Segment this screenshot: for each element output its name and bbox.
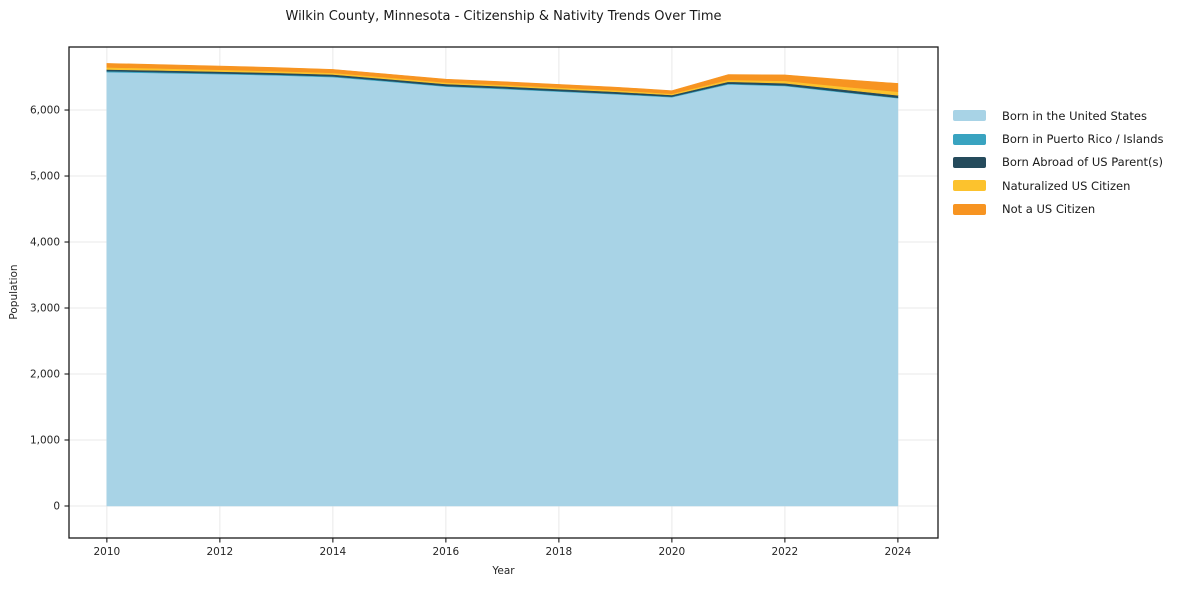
- legend-item-2: Born in Puerto Rico / Islands: [953, 127, 1164, 150]
- legend-swatch: [953, 156, 986, 168]
- x-tick-label: 2018: [546, 546, 573, 558]
- legend-label: Born in the United States: [1002, 108, 1147, 123]
- legend-swatch: [953, 110, 986, 122]
- x-axis-label: Year: [492, 565, 515, 577]
- y-tick-label: 5,000: [30, 171, 60, 183]
- x-tick-label: 2022: [772, 546, 799, 558]
- y-tick-label: 3,000: [30, 303, 60, 315]
- plot-border: [68, 46, 939, 539]
- y-tick-label: 2,000: [30, 369, 60, 381]
- legend-label: Not a US Citizen: [1002, 202, 1096, 217]
- legend-item-1: Born in the United States: [953, 104, 1164, 127]
- x-tick-label: 2010: [93, 546, 120, 558]
- area-series-5: [106, 63, 899, 94]
- y-tick-label: 0: [53, 501, 60, 513]
- area-series-1: [106, 71, 899, 507]
- legend-swatch: [953, 133, 986, 145]
- y-axis-label: Population: [8, 264, 20, 320]
- y-tick-label: 1,000: [30, 435, 60, 447]
- legend: Born in the United States Born in Puerto …: [953, 104, 1164, 221]
- y-tick-label: 4,000: [30, 237, 60, 249]
- legend-item-3: Born Abroad of US Parent(s): [953, 151, 1164, 174]
- x-tick-label: 2014: [319, 546, 346, 558]
- legend-item-4: Naturalized US Citizen: [953, 174, 1164, 197]
- legend-label: Born in Puerto Rico / Islands: [1002, 132, 1164, 147]
- legend-swatch: [953, 180, 986, 192]
- chart-title: Wilkin County, Minnesota - Citizenship &…: [285, 9, 722, 24]
- x-tick-label: 2020: [659, 546, 686, 558]
- x-tick-label: 2024: [885, 546, 912, 558]
- legend-label: Naturalized US Citizen: [1002, 178, 1131, 193]
- legend-swatch: [953, 203, 986, 215]
- x-tick-label: 2012: [206, 546, 233, 558]
- x-tick-label: 2016: [433, 546, 460, 558]
- y-tick-label: 6,000: [30, 105, 60, 117]
- legend-label: Born Abroad of US Parent(s): [1002, 155, 1163, 170]
- legend-item-5: Not a US Citizen: [953, 198, 1164, 221]
